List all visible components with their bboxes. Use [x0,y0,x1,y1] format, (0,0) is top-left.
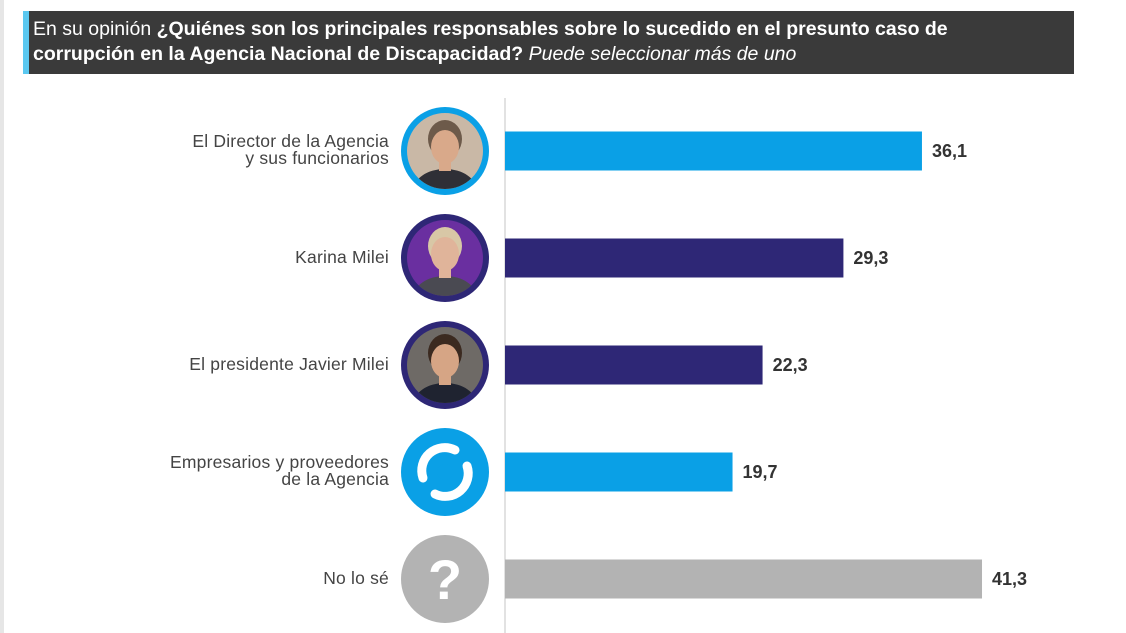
category-label-line: y sus funcionarios [245,148,389,168]
bar [505,238,844,278]
question-mark-icon: ? [401,535,489,623]
svg-text:?: ? [428,548,462,611]
category-label-line: El Director de la Agencia [192,131,389,151]
bar [505,131,922,171]
category-label: El presidente Javier Milei [109,353,389,374]
category-label: El Director de la Agencia y sus funcionar… [109,131,389,168]
bar [505,452,733,492]
value-label: 36,1 [931,141,967,161]
left-edge-rule [0,0,4,633]
category-label-line: El presidente Javier Milei [189,353,389,374]
director-portrait-icon [401,107,489,195]
category-label: No lo sé [109,567,389,588]
question-note: Puede seleccionar más de uno [528,43,797,65]
agency-logo-icon [401,428,489,516]
category-label-line: Karina Milei [295,246,389,267]
question-text: En su opinión ¿Quiénes son los principal… [33,17,1054,67]
value-label: 41,3 [992,569,1028,589]
value-label: 19,7 [742,462,778,482]
question-main: ¿Quiénes son los principales responsable… [33,18,948,65]
bar [505,559,983,599]
category-label-line: No lo sé [323,567,389,588]
category-label: Empresarios y proveedores de la Agencia [109,452,389,489]
category-label-line: de la Agencia [281,469,389,489]
question-header: En su opinión ¿Quiénes son los principal… [23,11,1074,74]
question-intro: En su opinión [33,18,152,40]
bar [505,345,763,385]
karina-milei-portrait-icon [401,214,489,302]
header-accent-bar [23,11,29,74]
category-label: Karina Milei [109,246,389,267]
value-label: 22,3 [772,355,808,375]
value-label: 29,3 [853,248,889,268]
category-label-line: Empresarios y proveedores [170,452,389,472]
javier-milei-portrait-icon [401,321,489,409]
